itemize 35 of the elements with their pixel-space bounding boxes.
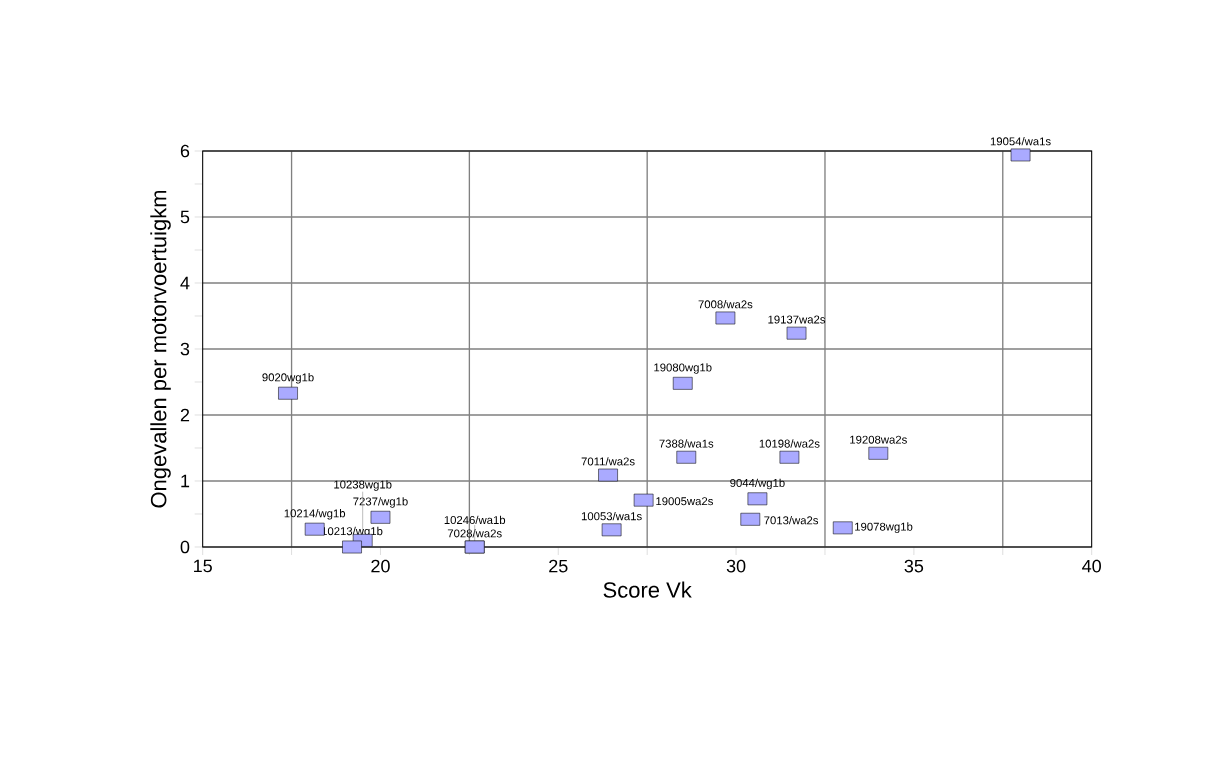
annotation: 7028/wa2s xyxy=(447,529,502,538)
annotation: 19005wa2s xyxy=(656,497,713,506)
annotation: 7008/wa2s xyxy=(698,300,753,309)
x-tick-label: 25 xyxy=(549,559,568,573)
y-tick-label: 5 xyxy=(180,210,190,224)
annotation: 10213/wg1b xyxy=(322,526,383,538)
annotation: 19080wg1b xyxy=(654,363,712,374)
annotation: 7013/wa2s xyxy=(764,516,819,525)
annotation: 19054/wa1s xyxy=(990,137,1051,146)
annotation: 19137wa2s xyxy=(768,315,826,324)
x-tick-label: 20 xyxy=(371,559,390,573)
x-tick-label: 40 xyxy=(1082,559,1101,573)
x-tick-label: 35 xyxy=(904,559,924,573)
annotation: 19208wa2s xyxy=(850,435,907,444)
annotation: 7011/wa2s xyxy=(581,457,635,466)
annotation: 7388/wa1s xyxy=(659,439,714,448)
annotation: 9044/wg1b xyxy=(730,478,785,490)
x-axis-title: Score Vk xyxy=(603,581,692,598)
annotation: 19078wg1b xyxy=(855,522,913,533)
x-tick-label: 30 xyxy=(726,559,746,573)
y-tick-label: 6 xyxy=(180,144,190,158)
y-tick-label: 1 xyxy=(181,474,190,488)
y-tick-label: 2 xyxy=(180,408,190,422)
y-tick-label: 0 xyxy=(180,540,190,554)
annotation: 10238wg1b xyxy=(334,480,392,491)
y-tick-label: 4 xyxy=(180,276,190,290)
annotation: 7237/wg1b xyxy=(353,497,408,508)
annotation: 10214/wg1b xyxy=(284,509,346,520)
annotation: 9020wg1b xyxy=(262,373,314,384)
x-tick-label: 15 xyxy=(194,559,212,573)
annotation: 10246/wa1b xyxy=(444,515,506,525)
y-axis-title: Ongevallen per motorvoertuigkm xyxy=(150,190,171,508)
y-tick-label: 3 xyxy=(180,342,190,356)
annotation: 10198/wa2s xyxy=(759,439,820,448)
annotation: 10053/wa1s xyxy=(581,511,642,521)
